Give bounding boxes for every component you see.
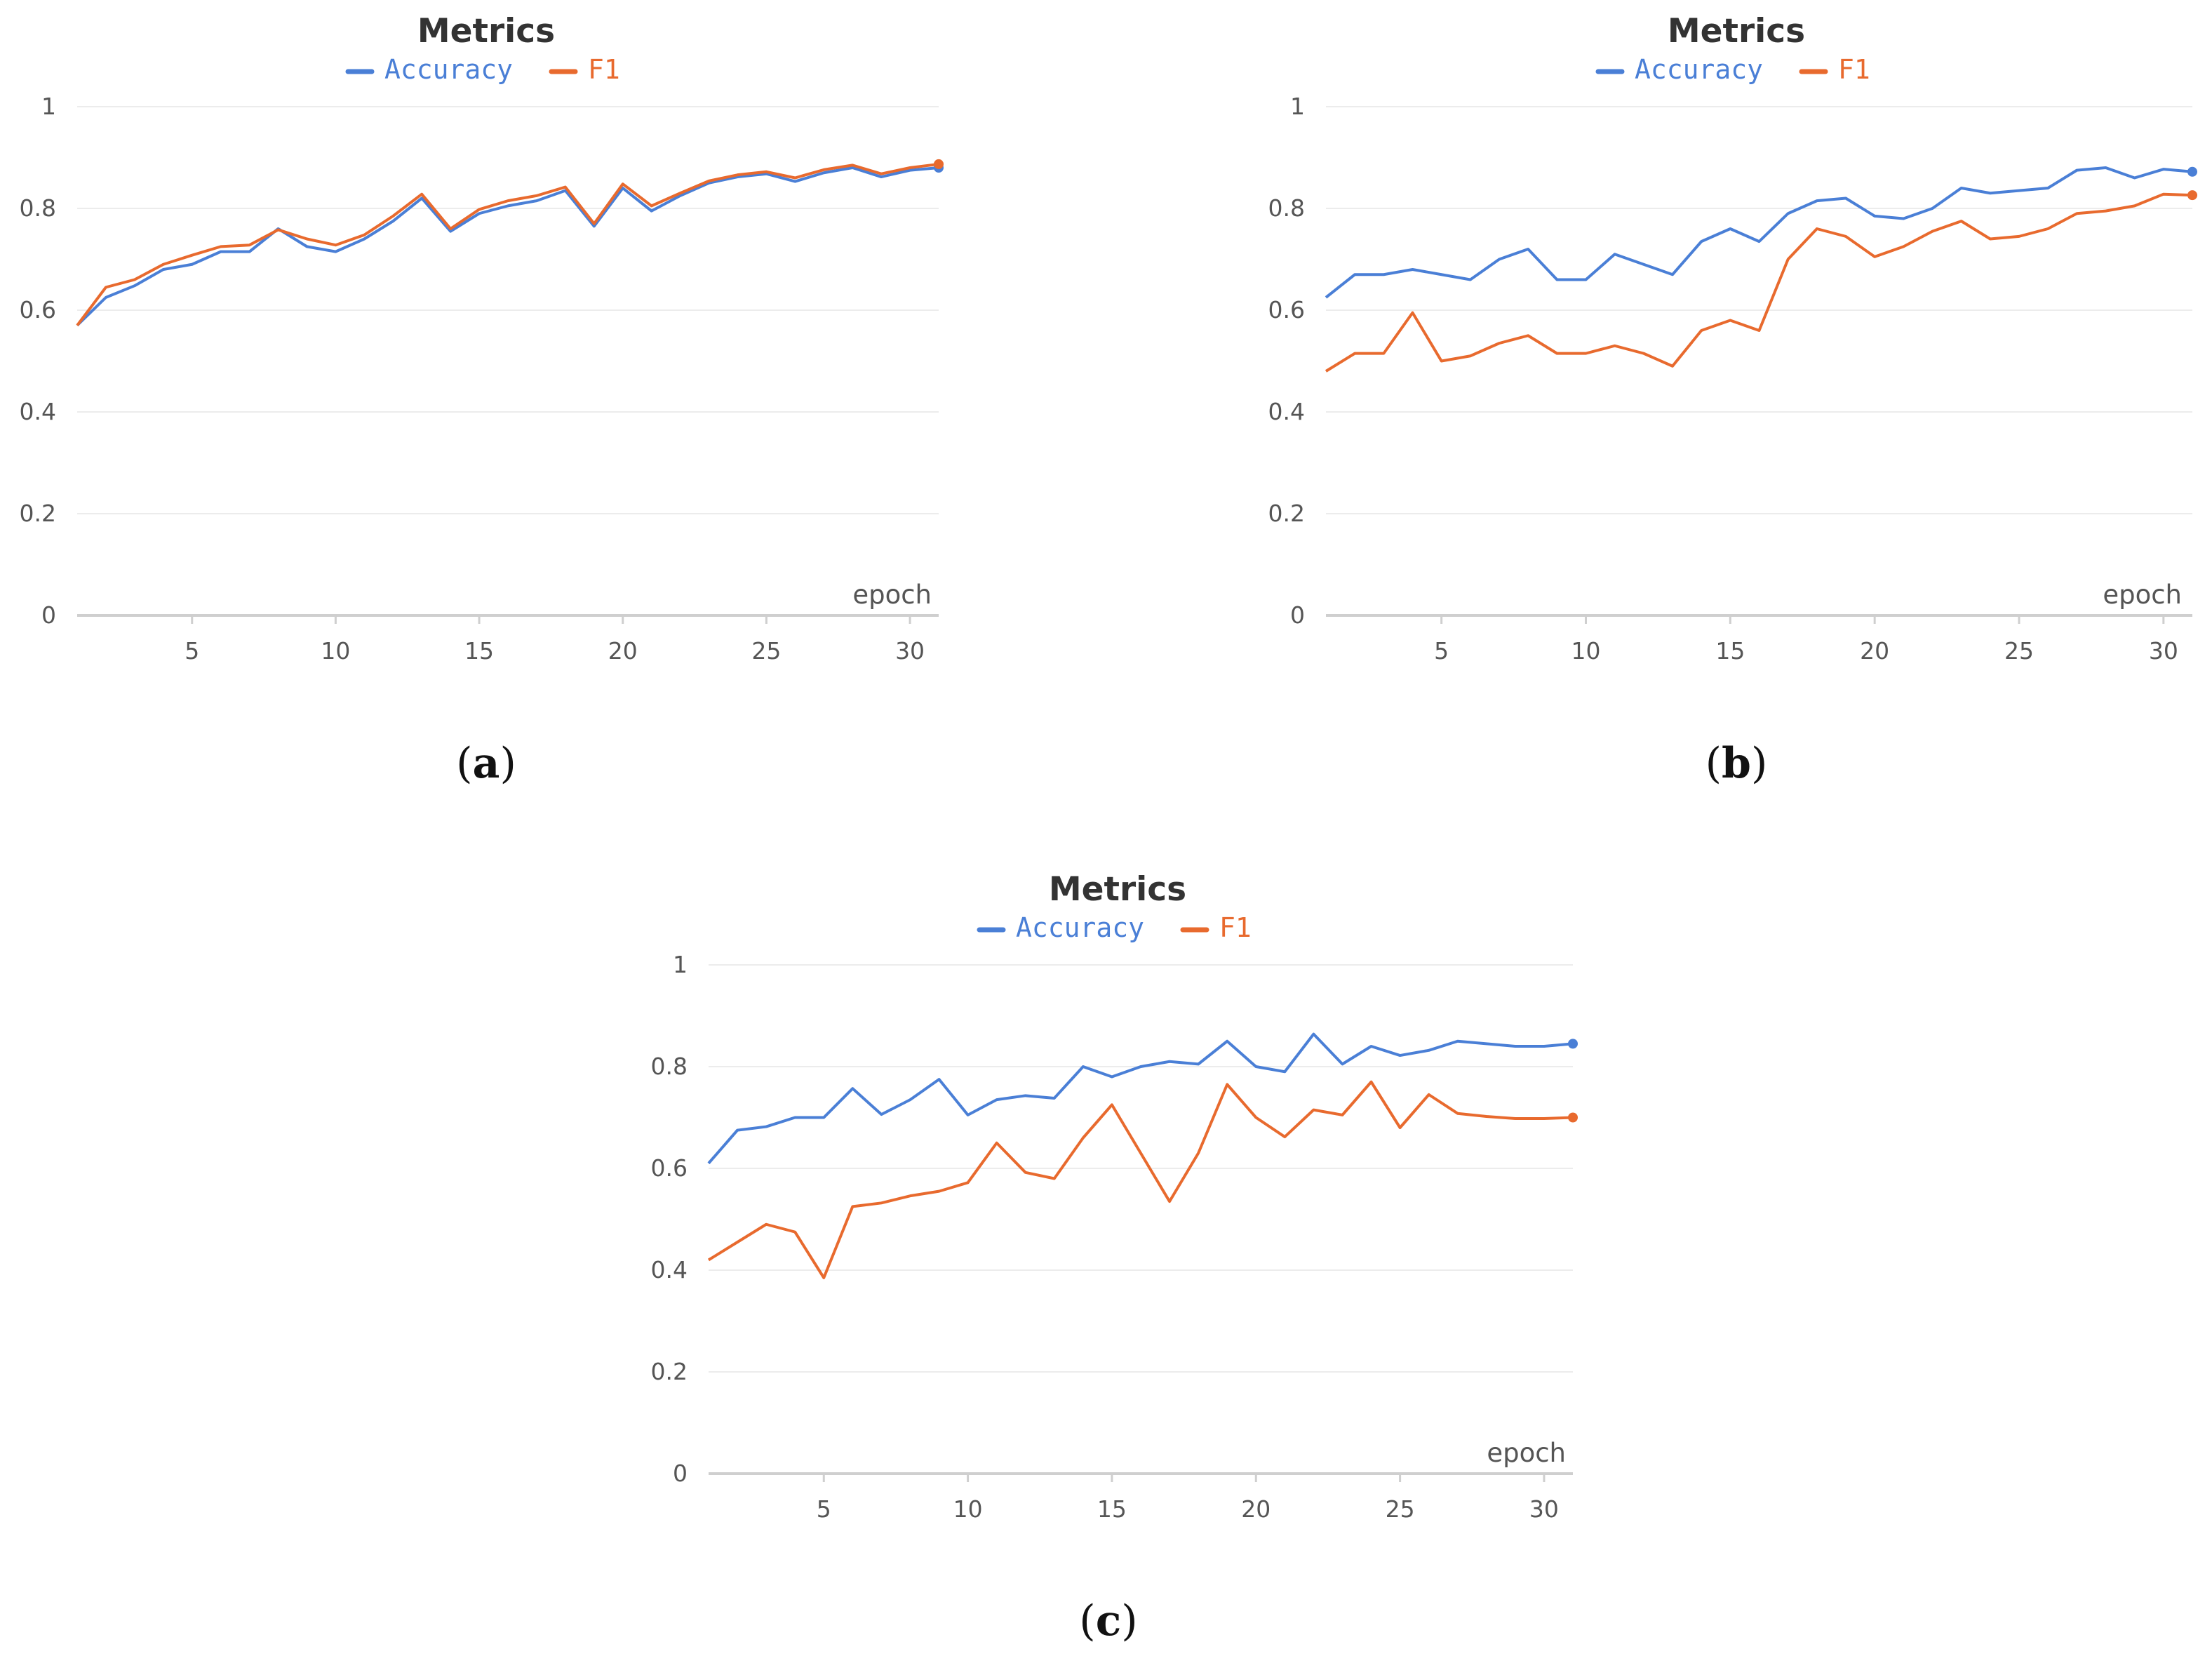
- x-tick-label: 20: [608, 637, 638, 665]
- x-tick-label: 30: [2149, 637, 2178, 665]
- series-endpoint-f1: [934, 159, 944, 169]
- panel-label: (b): [1705, 739, 1768, 788]
- x-tick-label: 25: [2004, 637, 2034, 665]
- x-tick-label: 15: [1715, 637, 1745, 665]
- series-endpoint-f1: [1568, 1112, 1578, 1123]
- y-tick-label: 0.4: [651, 1256, 688, 1283]
- legend-item-accuracy[interactable]: Accuracy: [1595, 54, 1763, 85]
- chart-panel-c: Metrics Accuracy F1 00.20.40.60.815 10 15 20…: [651, 870, 1578, 1646]
- y-tick-label: 0.8: [651, 1053, 688, 1080]
- y-tick-label: 0.4: [20, 398, 56, 425]
- x-tick-label: 15: [464, 637, 494, 665]
- legend-label: Accuracy: [384, 54, 513, 85]
- y-tick-label: 0.2: [20, 500, 56, 527]
- x-axis-label: epoch: [2103, 580, 2182, 610]
- x-tick-label: 20: [1860, 637, 1889, 665]
- x-tick-label: 5: [185, 637, 199, 665]
- legend-item-f1[interactable]: F1: [549, 54, 620, 85]
- x-tick-label: 25: [751, 637, 781, 665]
- x-axis-label: epoch: [852, 580, 932, 610]
- x-tick-label: 10: [321, 637, 350, 665]
- chart-panel-b: Metrics Accuracy F1 00.20.40.60.815 10 15 20…: [1268, 12, 2197, 788]
- series-line-accuracy: [76, 166, 939, 327]
- series-line-f1: [76, 162, 939, 326]
- y-tick-label: 0.8: [20, 194, 56, 222]
- legend-label: F1: [588, 54, 620, 85]
- legend: Accuracy F1: [1595, 54, 1870, 85]
- chart-title: Metrics: [417, 12, 555, 51]
- series-line-f1: [707, 1080, 1574, 1279]
- y-tick-label: 0.8: [1268, 194, 1305, 222]
- panel-label: (c): [1079, 1596, 1137, 1646]
- series-line-accuracy: [707, 1032, 1574, 1165]
- y-tick-label: 0.6: [1268, 296, 1305, 323]
- y-tick-label: 0.2: [1268, 500, 1305, 527]
- y-tick-label: 0.6: [20, 296, 56, 323]
- series-line-accuracy: [1325, 166, 2193, 299]
- panel-label: (a): [456, 739, 516, 788]
- y-tick-label: 1: [1290, 93, 1305, 120]
- x-tick-label: 20: [1241, 1495, 1271, 1523]
- x-tick-label: 10: [953, 1495, 983, 1523]
- chart-title: Metrics: [1668, 12, 1805, 51]
- series-endpoint-accuracy: [1568, 1039, 1578, 1049]
- series-line-f1: [1325, 192, 2193, 373]
- legend: Accuracy F1: [345, 54, 620, 85]
- legend-item-f1[interactable]: F1: [1180, 912, 1252, 943]
- y-tick-label: 1: [41, 93, 56, 120]
- y-tick-label: 1: [673, 951, 688, 978]
- y-tick-label: 0: [673, 1460, 688, 1487]
- series-endpoint-f1: [2187, 190, 2197, 201]
- legend-label: F1: [1219, 912, 1252, 943]
- y-tick-label: 0: [1290, 601, 1305, 629]
- chart-panel-a: Metrics Accuracy F1 00.20.40.60.815 10 15 20…: [20, 12, 944, 788]
- legend-item-accuracy[interactable]: Accuracy: [977, 912, 1144, 943]
- x-tick-label: 15: [1097, 1495, 1127, 1523]
- x-tick-label: 25: [1386, 1495, 1415, 1523]
- legend: Accuracy F1: [977, 912, 1252, 943]
- legend-label: Accuracy: [1635, 54, 1763, 85]
- x-axis-label: epoch: [1487, 1438, 1566, 1468]
- y-tick-label: 0.4: [1268, 398, 1305, 425]
- x-tick-label: 30: [1529, 1495, 1559, 1523]
- legend-label: Accuracy: [1016, 912, 1144, 943]
- chart-title: Metrics: [1049, 870, 1186, 909]
- x-tick-label: 5: [817, 1495, 831, 1523]
- legend-label: F1: [1838, 54, 1870, 85]
- y-tick-label: 0.2: [651, 1358, 688, 1385]
- x-tick-label: 10: [1571, 637, 1601, 665]
- x-tick-label: 5: [1434, 637, 1449, 665]
- series-endpoint-accuracy: [2187, 166, 2197, 177]
- legend-item-accuracy[interactable]: Accuracy: [345, 54, 513, 85]
- x-tick-label: 30: [895, 637, 925, 665]
- y-tick-label: 0: [41, 601, 56, 629]
- legend-item-f1[interactable]: F1: [1799, 54, 1870, 85]
- y-tick-label: 0.6: [651, 1154, 688, 1182]
